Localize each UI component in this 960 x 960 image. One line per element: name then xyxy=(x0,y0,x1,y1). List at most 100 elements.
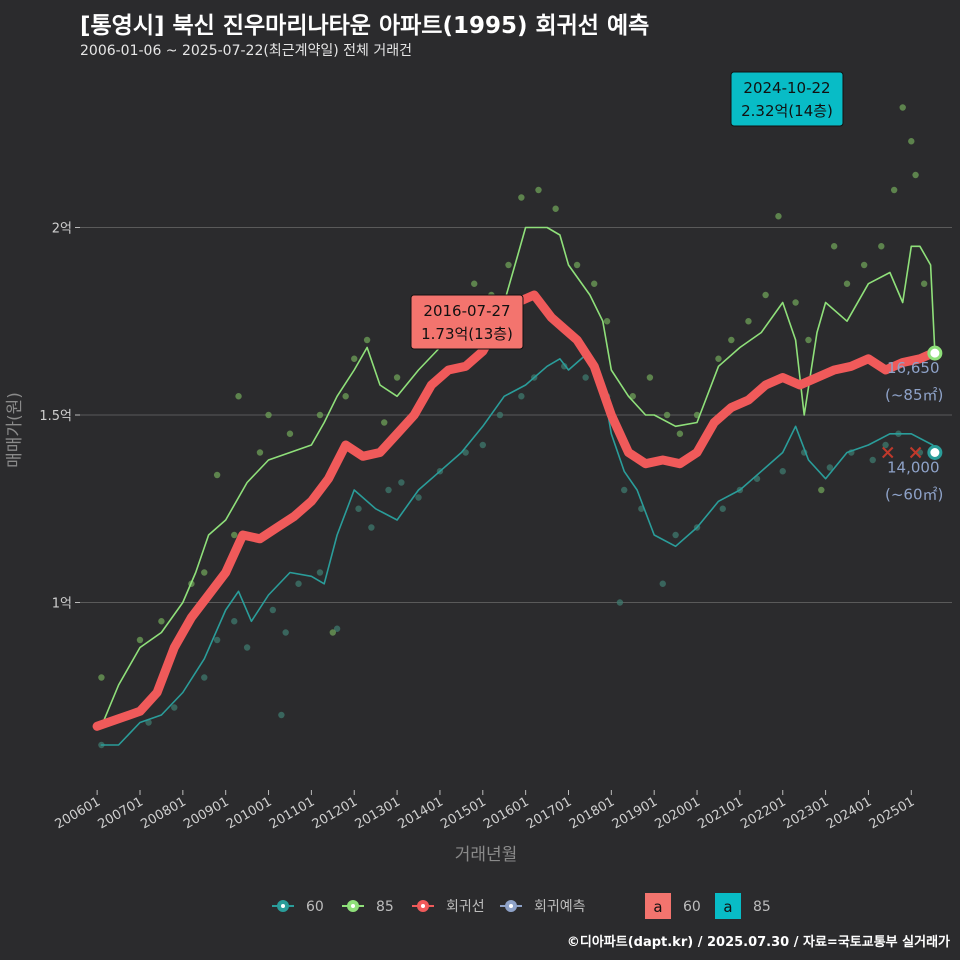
scatter-point-85 xyxy=(745,318,752,325)
scatter-point-60 xyxy=(385,486,392,494)
scatter-point-60 xyxy=(415,494,422,501)
scatter-point-60 xyxy=(171,704,178,711)
scatter-point-85 xyxy=(762,291,769,299)
scatter-point-60 xyxy=(659,580,666,587)
scatter-point-60 xyxy=(269,606,277,614)
scatter-point-60 xyxy=(672,531,679,539)
end-markers xyxy=(882,345,943,460)
series-line-regression xyxy=(92,290,938,731)
x-tick-label: 201801 xyxy=(567,794,617,832)
scatter-point-85 xyxy=(158,618,165,625)
legend-fill-key xyxy=(645,893,671,919)
scatter-point-60 xyxy=(869,456,876,464)
scatter-point-85 xyxy=(256,449,264,456)
annotations: 2016-07-27 1.73억(13층) 2024-10-22 2.32억(14층) xyxy=(410,71,844,350)
scatter-point-60 xyxy=(398,479,405,486)
grid-lines xyxy=(75,227,952,795)
scatter-point-85 xyxy=(603,318,611,325)
chart-subtitle: 2006-01-06 ~ 2025-07-22(최근계약일) 전체 거래건 xyxy=(80,43,412,59)
annotation-value: 2.32억(14층) xyxy=(741,102,833,120)
legend-label: 60 xyxy=(306,899,324,915)
legend-label: 회귀선 xyxy=(446,899,485,915)
scatter-point-85 xyxy=(235,393,242,400)
scatter-point-85 xyxy=(908,138,915,145)
end-label-area: (~85㎡) xyxy=(885,386,943,404)
scatter-point-85 xyxy=(591,280,598,287)
legend-dot-center xyxy=(509,904,513,908)
x-tick-label: 201501 xyxy=(438,794,488,832)
scatter-point-60 xyxy=(355,505,362,512)
scatter-point-60 xyxy=(826,464,834,471)
scatter-point-85 xyxy=(843,280,851,287)
scatter-point-60 xyxy=(518,393,525,400)
annotation-value: 1.73억(13층) xyxy=(421,325,513,343)
legend-fill-label: 60 xyxy=(683,899,701,915)
x-tick-label: 202501 xyxy=(867,794,917,832)
x-tick-label: 202101 xyxy=(695,794,745,832)
scatter-point-85 xyxy=(381,419,388,426)
scatter-point-60 xyxy=(333,625,341,632)
x-tick-label: 202001 xyxy=(653,794,703,832)
legend-fill-glyph: a xyxy=(723,898,732,916)
scatter-point-85 xyxy=(286,430,294,437)
x-tick-label: 201001 xyxy=(224,794,274,832)
x-tick-label: 200901 xyxy=(181,794,231,832)
legend: 60 85 회귀선 회귀예측 a 60 a 85 xyxy=(272,893,771,919)
end-label-value: 16,650 xyxy=(887,359,940,377)
scatter-points xyxy=(98,104,928,749)
scatter-point-85 xyxy=(552,205,559,212)
series-line-85 xyxy=(100,226,936,728)
scatter-point-85 xyxy=(629,393,636,400)
credit-text: ©디아파트(dapt.kr) / 2025.07.30 / 자료=국토교통부 실… xyxy=(566,935,950,950)
scatter-point-85 xyxy=(663,411,671,419)
x-tick-label: 202401 xyxy=(824,794,874,832)
scatter-point-60 xyxy=(368,524,375,531)
scatter-point-85 xyxy=(890,186,898,194)
x-tick-label: 201301 xyxy=(353,794,403,832)
x-tick-label: 201401 xyxy=(395,794,445,832)
y-tick-label: 1.5억 xyxy=(39,409,72,424)
scatter-point-85 xyxy=(535,186,542,194)
scatter-point-60 xyxy=(282,629,289,636)
scatter-point-60 xyxy=(479,441,486,449)
legend-fill-key xyxy=(715,893,741,919)
x-tick-label: 200701 xyxy=(96,794,146,832)
scatter-point-60 xyxy=(231,618,238,625)
scatter-point-85 xyxy=(213,471,221,479)
x-tick-label: 200801 xyxy=(138,794,188,832)
scatter-point-60 xyxy=(243,644,251,651)
scatter-point-85 xyxy=(860,261,868,269)
x-tick-label: 202201 xyxy=(738,794,788,832)
scatter-point-85 xyxy=(98,674,105,681)
scatter-point-85 xyxy=(646,374,654,381)
scatter-point-85 xyxy=(818,486,825,494)
x-tick-label: 201101 xyxy=(267,794,317,832)
legend-dot-center xyxy=(281,904,285,908)
scatter-point-60 xyxy=(462,449,469,456)
scatter-point-60 xyxy=(620,486,628,494)
scatter-point-60 xyxy=(616,599,624,606)
legend-dot-center xyxy=(351,904,355,908)
scatter-point-85 xyxy=(728,336,735,344)
legend-label: 85 xyxy=(376,899,394,915)
cross-marker xyxy=(882,446,894,459)
scatter-point-85 xyxy=(792,299,799,306)
scatter-point-60 xyxy=(201,674,208,681)
legend-fill-glyph: a xyxy=(653,898,662,916)
scatter-point-85 xyxy=(830,243,838,250)
y-tick-label: 1억 xyxy=(52,597,72,612)
scatter-point-85 xyxy=(393,374,401,381)
series-lines xyxy=(92,226,938,746)
scatter-point-85 xyxy=(912,171,919,179)
scatter-point-60 xyxy=(882,441,889,449)
scatter-point-85 xyxy=(316,411,324,419)
series-line-60 xyxy=(100,354,934,746)
scatter-point-85 xyxy=(231,531,238,539)
annotation-date: 2016-07-27 xyxy=(423,302,510,320)
scatter-point-85 xyxy=(775,213,782,220)
annotation-box xyxy=(730,71,844,127)
legend-label: 회귀예측 xyxy=(534,899,586,915)
x-tick-label: 202301 xyxy=(781,794,831,832)
scatter-point-60 xyxy=(719,505,726,512)
scatter-point-60 xyxy=(278,711,285,719)
